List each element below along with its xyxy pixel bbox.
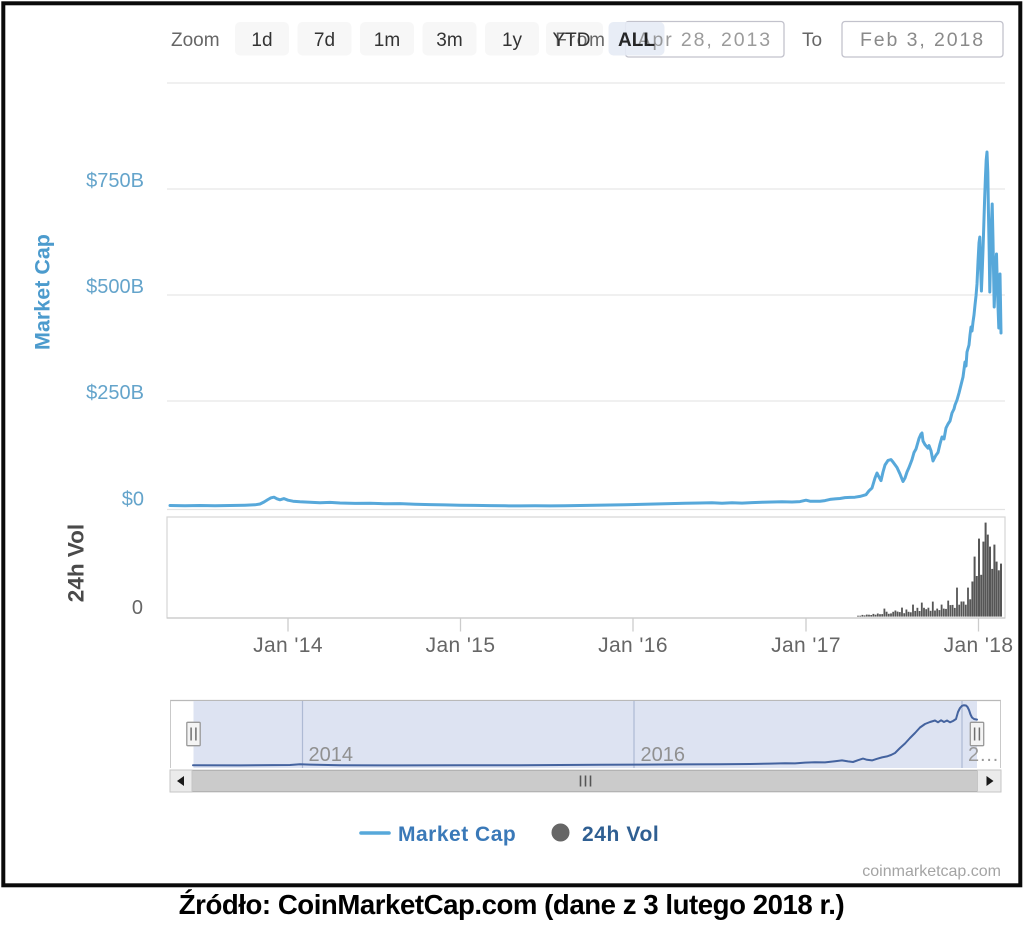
svg-text:7d: 7d (314, 30, 335, 51)
svg-text:1d: 1d (251, 30, 272, 51)
svg-text:2014: 2014 (309, 744, 354, 766)
svg-text:$0: $0 (122, 489, 144, 511)
svg-text:$500B: $500B (86, 276, 144, 298)
svg-text:2016: 2016 (641, 744, 686, 766)
svg-text:Jan '15: Jan '15 (426, 634, 496, 657)
svg-text:24h Vol: 24h Vol (64, 524, 89, 602)
svg-text:coinmarketcap.com: coinmarketcap.com (862, 863, 1001, 880)
svg-text:Zoom: Zoom (171, 30, 220, 51)
svg-text:$750B: $750B (86, 170, 144, 192)
svg-text:YTD: YTD (553, 30, 591, 51)
svg-text:Jan '14: Jan '14 (253, 634, 323, 657)
svg-text:Apr 28, 2013: Apr 28, 2013 (638, 29, 772, 51)
svg-text:0: 0 (132, 597, 143, 619)
svg-text:Market Cap: Market Cap (31, 234, 55, 350)
svg-text:Źródło: CoinMarketCap.com (dan: Źródło: CoinMarketCap.com (dane z 3 lute… (179, 889, 844, 920)
svg-text:Feb 3, 2018: Feb 3, 2018 (860, 29, 985, 51)
svg-text:1m: 1m (374, 30, 400, 51)
svg-text:Jan '18: Jan '18 (944, 634, 1014, 657)
svg-text:2…: 2… (968, 744, 999, 766)
svg-text:ALL: ALL (618, 30, 655, 51)
svg-text:To: To (802, 30, 822, 51)
svg-text:3m: 3m (436, 30, 462, 51)
svg-text:From: From (555, 30, 607, 51)
svg-text:$250B: $250B (86, 382, 144, 404)
svg-text:1y: 1y (502, 30, 523, 51)
svg-text:Jan '16: Jan '16 (598, 634, 668, 657)
svg-text:Market Cap: Market Cap (398, 823, 516, 846)
svg-text:Jan '17: Jan '17 (771, 634, 841, 657)
svg-text:24h Vol: 24h Vol (582, 823, 659, 846)
